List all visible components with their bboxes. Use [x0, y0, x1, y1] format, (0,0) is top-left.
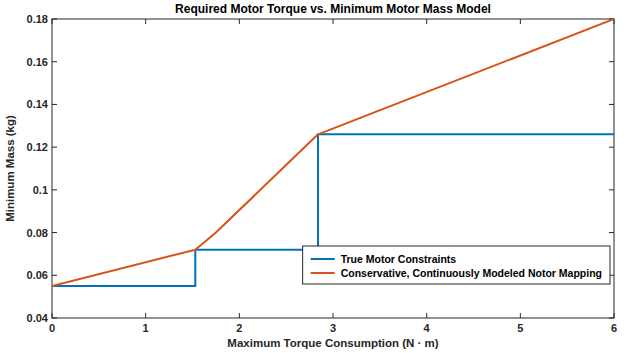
x-tick-label: 3 — [330, 322, 336, 334]
y-tick-label: 0.16 — [27, 56, 48, 68]
y-tick — [52, 232, 57, 233]
background — [0, 0, 640, 353]
x-tick — [239, 313, 240, 318]
y-tick-label: 0.18 — [27, 13, 48, 25]
x-tick — [52, 19, 53, 24]
x-tick-label: 1 — [143, 322, 149, 334]
legend-box — [303, 246, 610, 284]
chart: 0 1 2 3 4 5 6 0.04 0.06 0.08 0.1 0.12 0.14 0.16 0.18 Re… — [0, 0, 640, 353]
x-tick — [239, 19, 240, 24]
y-tick — [609, 318, 614, 319]
y-tick-label: 0.04 — [27, 312, 49, 324]
x-tick — [145, 19, 146, 24]
y-tick — [52, 189, 57, 190]
y-tick — [609, 147, 614, 148]
x-tick — [333, 19, 334, 24]
x-tick — [333, 313, 334, 318]
y-tick — [609, 189, 614, 190]
x-tick — [426, 313, 427, 318]
y-tick-label: 0.14 — [27, 98, 49, 110]
series-line — [52, 19, 614, 286]
x-tick — [614, 313, 615, 318]
x-axis-label: Maximum Torque Consumption (N · m) — [227, 337, 438, 349]
y-tick — [609, 61, 614, 62]
y-tick — [52, 275, 57, 276]
y-tick-label: 0.1 — [33, 184, 48, 196]
y-axis-label: Minimum Mass (kg) — [4, 115, 16, 222]
x-tick — [520, 313, 521, 318]
x-tick-label: 2 — [236, 322, 242, 334]
y-tick — [52, 147, 57, 148]
legend-label: True Motor Constraints — [341, 253, 457, 265]
legend-swatch — [311, 258, 335, 260]
y-tick-label: 0.08 — [27, 227, 48, 239]
title: Required Motor Torque vs. Minimum Motor … — [175, 2, 491, 16]
series-line — [52, 134, 614, 286]
x-tick-label: 5 — [517, 322, 523, 334]
y-tick-label: 0.06 — [27, 269, 48, 281]
y-tick — [609, 232, 614, 233]
y-tick — [52, 318, 57, 319]
y-tick — [52, 104, 57, 105]
y-tick — [52, 19, 57, 20]
y-tick-label: 0.12 — [27, 141, 48, 153]
y-tick — [609, 104, 614, 105]
plot-frame — [52, 19, 614, 318]
x-tick — [52, 313, 53, 318]
x-tick — [145, 313, 146, 318]
legend-swatch — [311, 272, 335, 274]
x-tick-label: 4 — [424, 322, 431, 334]
series-group — [52, 19, 614, 286]
legend: True Motor Constraints Conservative, Cont… — [303, 246, 610, 284]
x-tick — [520, 19, 521, 24]
legend-label: Conservative, Continuously Modeled Notor… — [341, 267, 602, 279]
x-tick-label: 6 — [611, 322, 617, 334]
y-tick — [52, 61, 57, 62]
x-tick — [426, 19, 427, 24]
x-tick-label: 0 — [49, 322, 55, 334]
